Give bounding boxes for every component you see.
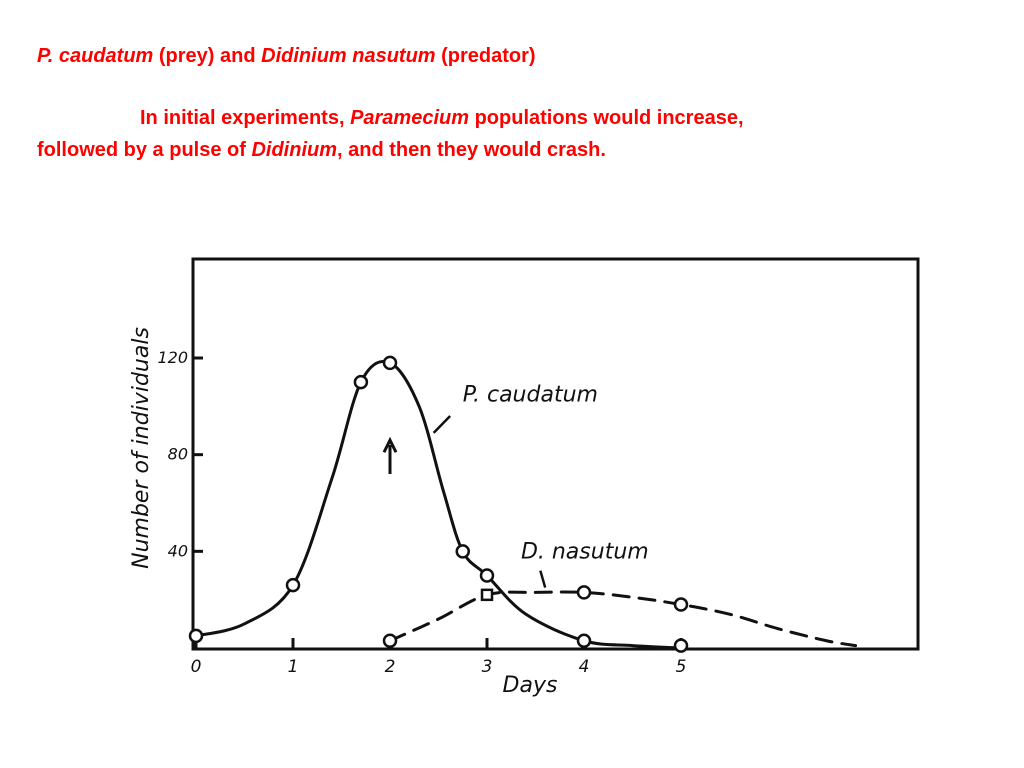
pointer-p-caudatum: [432, 415, 452, 434]
x-tick-label: 1: [288, 657, 299, 677]
title-predator-role: (predator): [435, 45, 536, 67]
series-line-p-caudatum: [194, 359, 683, 650]
data-point-p-caudatum: [353, 374, 369, 390]
data-point-d-nasutum: [673, 597, 689, 612]
body-line-1-start: In initial experiments,: [140, 107, 351, 129]
pointer-d-nasutum: [539, 570, 547, 588]
body-line-2-start: followed by a pulse of: [37, 139, 252, 161]
body-line-2-end: , and then they would crash.: [337, 139, 606, 161]
y-tick-label: 80: [168, 445, 188, 464]
up-arrow-head-icon: [382, 436, 398, 453]
x-axis-label: Days: [503, 673, 558, 698]
data-point-p-caudatum: [479, 568, 495, 583]
series-label-p-caudatum: P. caudatum: [463, 383, 598, 408]
series-lines: [194, 359, 858, 650]
x-tick-label: 4: [579, 657, 590, 677]
data-point-p-caudatum: [455, 544, 470, 559]
body-line-1-species: Paramecium: [350, 107, 470, 129]
title-prey-role: (prey) and: [153, 45, 262, 67]
data-point-p-caudatum: [285, 577, 301, 593]
slide-title: P. caudatum (prey) and Didinium nasutum …: [37, 46, 536, 66]
annotations: P. caudatum D. nasutum: [382, 383, 649, 588]
title-prey-species: P. caudatum: [37, 45, 154, 67]
data-point-p-caudatum: [382, 355, 398, 371]
y-tick-label: 40: [168, 541, 188, 560]
body-line-1-end: populations would increase,: [469, 107, 744, 129]
y-axis-label: Number of individuals: [129, 327, 154, 569]
data-point-p-caudatum: [673, 638, 689, 653]
body-line-2: followed by a pulse of Didinium, and the…: [37, 140, 606, 160]
body-line-2-species: Didinium: [251, 139, 338, 161]
series-markers: [188, 355, 689, 653]
data-point-d-nasutum: [576, 585, 592, 600]
series-line-d-nasutum: [388, 590, 858, 648]
body-line-1: In initial experiments, Paramecium popul…: [140, 108, 744, 128]
x-tick-label: 5: [676, 657, 687, 677]
data-point-p-caudatum: [188, 628, 204, 644]
y-tick-label: 120: [157, 348, 188, 367]
data-point-d-nasutum: [480, 588, 494, 602]
data-point-d-nasutum: [382, 633, 398, 648]
x-tick-label: 0: [191, 657, 202, 677]
data-point-p-caudatum: [576, 633, 592, 648]
series-label-d-nasutum: D. nasutum: [521, 540, 649, 565]
x-tick-label: 3: [482, 657, 493, 677]
plot-frame: [191, 257, 920, 651]
title-predator-species: Didinium nasutum: [261, 45, 436, 67]
x-tick-label: 2: [385, 657, 396, 677]
